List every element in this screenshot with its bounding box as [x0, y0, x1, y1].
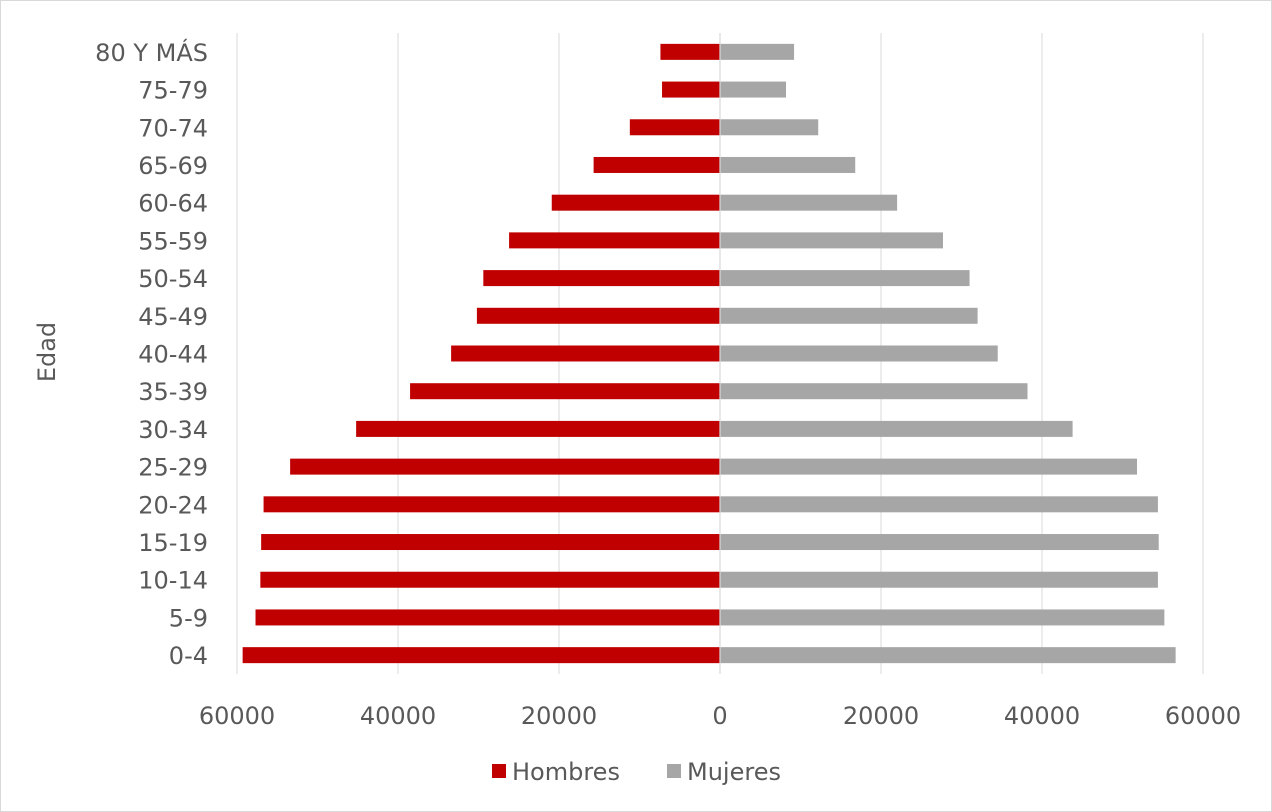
y-tick-label: 20-24 [138, 491, 208, 519]
y-tick-label: 35-39 [138, 378, 208, 406]
x-tick-label: 60000 [1165, 702, 1241, 730]
y-tick-labels: 0-4 5-9 10-14 15-19 20-24 25-29 30-34 35-39 40-4… [95, 38, 208, 670]
bar-mujeres [720, 194, 898, 211]
bar-mujeres [720, 458, 1137, 475]
bar-mujeres [720, 43, 795, 60]
x-tick-label: 60000 [199, 702, 275, 730]
y-tick-label: 80 Y MÁS [95, 38, 208, 67]
bar-hombres [356, 420, 720, 437]
y-tick-label: 70-74 [138, 114, 208, 142]
bar-hombres [629, 119, 720, 136]
bar-hombres [662, 81, 720, 98]
bar-mujeres [720, 420, 1073, 437]
bar-hombres [509, 232, 720, 249]
bar-hombres [242, 647, 720, 664]
y-tick-label: 0-4 [169, 642, 208, 670]
y-tick-label: 45-49 [138, 303, 208, 331]
bar-hombres [593, 156, 720, 173]
legend-label: Mujeres [687, 758, 781, 786]
bar-hombres [483, 270, 720, 287]
bar-mujeres [720, 119, 819, 136]
bar-mujeres [720, 156, 856, 173]
x-tick-label: 20000 [521, 702, 597, 730]
bar-hombres [410, 383, 720, 400]
bar-mujeres [720, 270, 970, 287]
y-tick-label: 10-14 [138, 567, 208, 595]
legend-item-hombres: Hombres [492, 758, 620, 786]
bar-mujeres [720, 571, 1158, 588]
bar-hombres [261, 534, 720, 551]
bar-mujeres [720, 534, 1159, 551]
legend-swatch [492, 764, 506, 778]
legend-swatch [667, 764, 681, 778]
bar-mujeres [720, 609, 1165, 626]
x-tick-label: 20000 [843, 702, 919, 730]
y-tick-label: 75-79 [138, 77, 208, 105]
y-tick-label: 30-34 [138, 416, 208, 444]
bar-hombres [263, 496, 720, 513]
bar-hombres [551, 194, 720, 211]
bar-hombres [255, 609, 720, 626]
x-tick-label: 40000 [360, 702, 436, 730]
y-tick-label: 60-64 [138, 190, 208, 218]
bar-mujeres [720, 232, 943, 249]
y-tick-label: 25-29 [138, 454, 208, 482]
y-axis-title: Edad [33, 322, 61, 382]
bar-hombres [260, 571, 720, 588]
y-tick-label: 55-59 [138, 227, 208, 255]
x-tick-label: 40000 [1004, 702, 1080, 730]
bar-hombres [476, 307, 720, 324]
bar-mujeres [720, 496, 1158, 513]
y-tick-label: 40-44 [138, 341, 208, 369]
x-tick-labels: 60000 40000 20000 0 20000 40000 60000 [199, 702, 1241, 730]
bar-mujeres [720, 383, 1028, 400]
x-tick-label: 0 [712, 702, 727, 730]
bar-hombres [451, 345, 720, 362]
bar-hombres [660, 43, 720, 60]
y-tick-label: 5-9 [169, 604, 208, 632]
legend-label: Hombres [512, 758, 620, 786]
y-tick-label: 65-69 [138, 152, 208, 180]
y-tick-label: 50-54 [138, 265, 208, 293]
bar-mujeres [720, 81, 787, 98]
bar-mujeres [720, 307, 978, 324]
bar-mujeres [720, 647, 1176, 664]
bars [242, 43, 1176, 664]
legend-item-mujeres: Mujeres [667, 758, 781, 786]
legend: Hombres Mujeres [492, 758, 781, 786]
y-tick-label: 15-19 [138, 529, 208, 557]
bar-mujeres [720, 345, 998, 362]
bar-hombres [290, 458, 720, 475]
